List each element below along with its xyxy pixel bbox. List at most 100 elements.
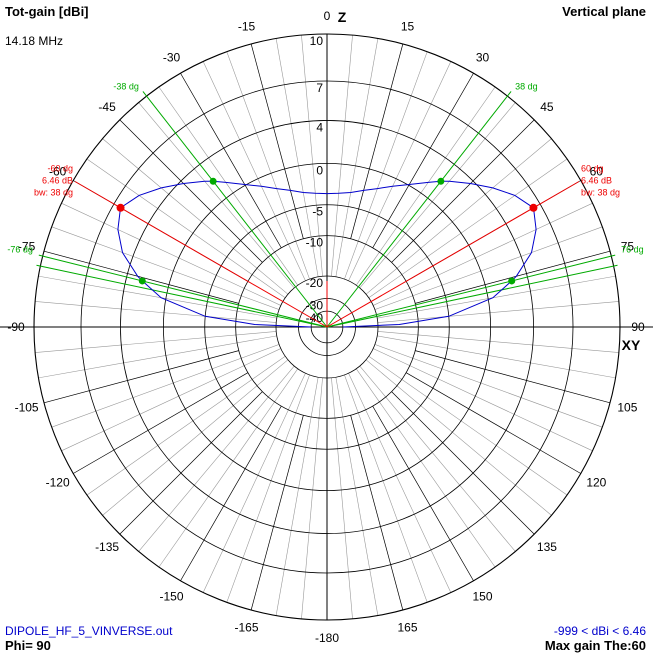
gain-ring [162, 162, 492, 492]
angle-label: -150 [159, 589, 183, 603]
major-spoke [415, 250, 611, 304]
angle-labels: 0153045607590105120135150165-180-165-150… [7, 9, 645, 645]
major-spoke [180, 73, 282, 249]
beamwidth-point [209, 177, 217, 185]
angle-label: 60 [590, 165, 604, 179]
beamwidth-point [138, 277, 146, 285]
radial-tick-label: 7 [316, 81, 323, 95]
max-gain-label: Max gain The:60 [544, 638, 646, 653]
major-spoke [180, 405, 282, 581]
beamwidth-point [508, 277, 516, 285]
major-spoke [250, 415, 304, 611]
radial-tick-label: 10 [310, 34, 324, 48]
major-spoke [391, 391, 535, 535]
file-name: DIPOLE_HF_5_VINVERSE.out [5, 624, 173, 638]
angle-label: -120 [46, 476, 70, 490]
minor-spoke [373, 348, 593, 452]
angle-label: -30 [163, 51, 181, 65]
radial-tick-label: -30 [306, 299, 324, 313]
minor-spoke [331, 377, 353, 619]
gain-ring [235, 235, 419, 419]
max-gain-line [74, 181, 328, 328]
major-spoke [350, 43, 404, 239]
minor-spoke [348, 373, 452, 593]
radial-labels: 10 7 4 0 -5 -10 -20 -30-40 [306, 34, 324, 325]
minor-spoke [51, 344, 280, 428]
minor-spoke [359, 365, 516, 552]
max-gain-label: -60 dg [47, 164, 73, 174]
minor-spoke [202, 373, 306, 593]
angle-label: 0 [324, 9, 331, 23]
angle-label: 30 [476, 51, 490, 65]
minor-spoke [102, 138, 289, 295]
major-spoke [405, 372, 581, 474]
angle-label: -165 [234, 620, 258, 634]
max-gain-label: 6.46 dB [581, 176, 612, 186]
minor-spoke [373, 202, 593, 306]
major-spoke [350, 415, 404, 611]
minor-spoke [51, 226, 280, 310]
angle-label: 90 [631, 320, 645, 334]
radial-tick-label: -40 [306, 311, 324, 325]
angle-label: -135 [95, 540, 119, 554]
radial-tick-label: -10 [306, 236, 324, 250]
minor-spoke [374, 226, 603, 310]
angle-label: -45 [98, 100, 116, 114]
major-spoke [119, 391, 263, 535]
beamwidth-edge-line [36, 264, 328, 328]
angle-label: 135 [537, 540, 557, 554]
minor-spoke [344, 374, 428, 603]
gain-range: -999 < dBi < 6.46 [553, 624, 646, 638]
minor-spoke [377, 331, 619, 353]
radial-tick-label: -5 [312, 205, 323, 219]
angle-label: 105 [617, 400, 637, 414]
max-gain-label: 60 dg [581, 164, 604, 174]
radial-tick-label: 0 [316, 163, 323, 177]
angle-label: -105 [15, 400, 39, 414]
angle-label: 120 [586, 476, 606, 490]
pattern-markers [36, 91, 618, 328]
minor-spoke [365, 138, 552, 295]
xy-axis-label: XY [622, 337, 641, 353]
major-spoke [73, 372, 249, 474]
minor-spoke [359, 102, 516, 289]
frequency-label: 14.18 MHz [5, 34, 64, 48]
minor-spoke [61, 202, 281, 306]
plane-label: Vertical plane [562, 4, 646, 19]
max-gain-label: 6.46 dB [42, 176, 73, 186]
minor-spoke [377, 301, 619, 323]
angle-label: 150 [472, 589, 492, 603]
angle-label: -15 [238, 20, 256, 34]
angle-label: -90 [7, 320, 25, 334]
major-spoke [119, 119, 263, 263]
major-spoke [372, 73, 474, 249]
radiation-pattern [117, 180, 537, 328]
angle-label: -180 [315, 631, 339, 645]
minor-spoke [35, 301, 277, 323]
chart-title: Tot-gain [dBi] [5, 4, 89, 19]
minor-spoke [138, 365, 295, 552]
beamwidth-line [142, 91, 328, 328]
beamwidth-line [326, 91, 512, 328]
minor-spoke [102, 359, 289, 516]
beamwidth-label: 38 dg [515, 81, 538, 91]
beamwidth-edge-line [326, 264, 618, 328]
major-spoke [43, 250, 239, 304]
angle-label: -75 [18, 240, 36, 254]
minor-spoke [348, 61, 452, 281]
minor-spoke [301, 377, 323, 619]
max-gain-point [529, 203, 538, 212]
phi-label: Phi= 90 [5, 638, 51, 653]
marker-labels: 38 dg 76 dg -38 dg -76 dg 60 dg 6.46 dB bw: 38… [7, 81, 643, 254]
minor-spoke [365, 359, 552, 516]
angle-label: 165 [397, 620, 417, 634]
gain-ring [33, 33, 621, 621]
major-spoke [415, 350, 611, 404]
minor-spoke [138, 102, 295, 289]
minor-spoke [226, 374, 310, 603]
angle-label: 45 [540, 100, 554, 114]
minor-spoke [374, 344, 603, 428]
major-spoke [43, 350, 239, 404]
gain-ring [120, 120, 534, 534]
